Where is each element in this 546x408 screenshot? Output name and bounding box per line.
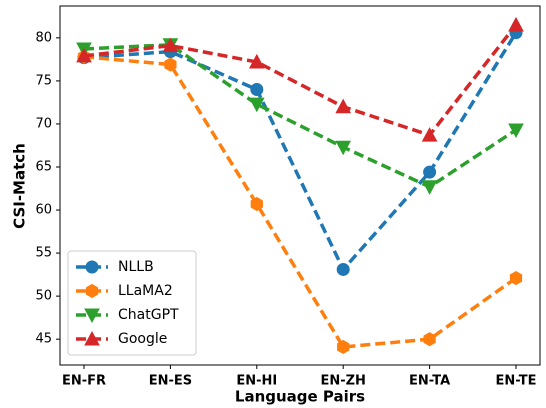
point	[84, 330, 100, 346]
point	[421, 127, 438, 142]
x-tick-label: EN-ZH	[320, 374, 365, 389]
y-tick-label: 70	[35, 116, 52, 131]
point	[337, 339, 350, 354]
legend: NLLB LLaMA2 ChatGPT Google	[67, 250, 197, 356]
x-tick-label: EN-HI	[236, 374, 277, 389]
y-tick-label: 80	[35, 30, 52, 45]
y-tick-label: 75	[35, 73, 52, 88]
point	[421, 180, 438, 195]
y-tick-label: 65	[35, 159, 52, 174]
line	[83, 31, 518, 273]
x-tick-label: EN-ES	[149, 374, 192, 389]
x-tick-label: EN-FR	[62, 374, 106, 389]
plot-frame	[59, 5, 541, 366]
y-tick-label: 45	[35, 332, 52, 347]
y-tick-label: 55	[35, 246, 52, 261]
point	[84, 308, 100, 324]
x-axis-label: Language Pairs	[235, 388, 365, 406]
y-tick-label: 50	[35, 289, 52, 304]
legend-label: NLLB	[118, 259, 154, 275]
x-tick-label: EN-TE	[496, 374, 537, 389]
line	[83, 42, 517, 189]
point	[76, 47, 92, 63]
point	[423, 165, 437, 179]
legend-label: LLaMA2	[118, 283, 173, 299]
y-tick-label: 60	[35, 203, 52, 218]
line	[83, 23, 518, 138]
point	[250, 196, 263, 212]
point	[336, 262, 350, 276]
x-tick-label: EN-TA	[409, 374, 450, 389]
point	[250, 83, 264, 97]
legend-box	[67, 250, 197, 356]
point	[335, 98, 352, 114]
point	[248, 97, 265, 113]
point	[508, 123, 524, 139]
point	[508, 16, 524, 32]
point	[248, 53, 265, 69]
point	[162, 37, 179, 53]
point	[335, 140, 352, 156]
point	[85, 283, 99, 299]
point	[85, 260, 99, 274]
y-axis-label: CSI-Match	[11, 143, 29, 229]
point	[164, 57, 177, 72]
legend-label: Google	[118, 331, 167, 347]
legend-label: ChatGPT	[118, 307, 179, 323]
point	[509, 270, 523, 286]
line	[83, 55, 518, 349]
point	[423, 332, 436, 347]
